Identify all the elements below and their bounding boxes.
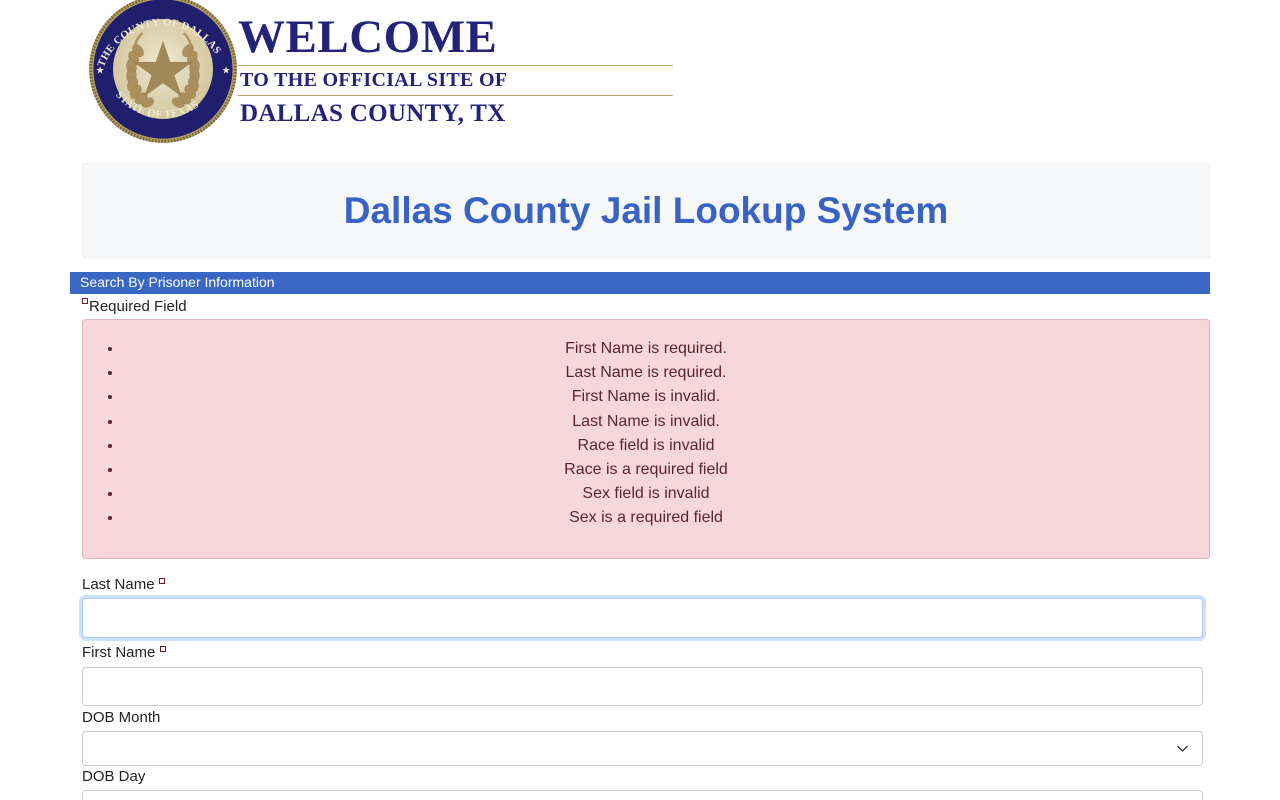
svg-text:★: ★ <box>222 65 231 76</box>
